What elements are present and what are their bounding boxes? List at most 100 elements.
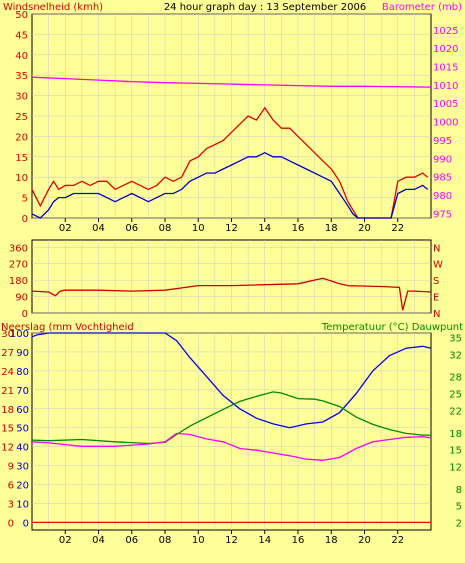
x-tick-label: 22 <box>391 223 404 234</box>
humidity-line <box>31 332 432 429</box>
temperature-tick-label: 15 <box>449 446 462 457</box>
x-tick-label: 14 <box>258 535 271 546</box>
rain-tick-label: 27 <box>1 348 14 359</box>
x-tick-label: 18 <box>325 535 338 546</box>
compass-label: N <box>433 309 440 320</box>
x-tick-label: 20 <box>358 223 371 234</box>
x-tick-label: 06 <box>125 223 138 234</box>
x-tick-label: 04 <box>92 535 105 546</box>
humidity-tick-label: 60 <box>16 405 29 416</box>
temperature-tick-label: 25 <box>449 390 462 401</box>
x-tick-label: 20 <box>358 535 371 546</box>
rain-tick-label: 0 <box>8 518 14 529</box>
wind-direction-line <box>31 277 432 311</box>
compass-label: N <box>433 243 440 254</box>
temperature-tick-label: 35 <box>449 333 462 344</box>
dewpoint-line <box>31 432 432 461</box>
temperature-tick-label: 18 <box>449 429 462 440</box>
wind-barometer-panel: 02 04 06 08 10 12 14 16 18 20 22051015202530354045… <box>15 10 458 234</box>
barometer-tick-label: 975 <box>433 209 452 220</box>
wind-speed-tick-label: 45 <box>15 30 28 41</box>
temperature-tick-label: 2 <box>456 519 462 530</box>
humidity-tick-label: 20 <box>16 481 29 492</box>
wind-speed-tick-label: 50 <box>15 10 28 21</box>
humidity-tick-label: 70 <box>16 386 29 397</box>
temperature-tick-label: 12 <box>449 462 462 473</box>
temperature-tick-label: 8 <box>456 485 462 496</box>
x-tick-label: 06 <box>125 535 138 546</box>
direction-tick-label: 360 <box>9 243 28 254</box>
rain-tick-label: 6 <box>8 481 14 492</box>
temperature-tick-label: 5 <box>456 502 462 513</box>
barometer-line <box>31 76 432 88</box>
x-tick-label: 08 <box>159 535 172 546</box>
x-tick-label: 16 <box>292 535 305 546</box>
rain-humidity-axis-title: Neerslag (mm Vochtigheid <box>1 322 134 333</box>
wind-speed-axis-title: Windsnelheid (kmh) <box>3 2 103 13</box>
x-tick-label: 18 <box>325 223 338 234</box>
direction-tick-label: 270 <box>9 260 28 271</box>
barometer-tick-label: 990 <box>433 154 452 165</box>
temperature-tick-label: 32 <box>449 350 462 361</box>
x-tick-label: 10 <box>192 535 205 546</box>
humidity-tick-label: 100 <box>10 329 29 340</box>
humidity-tick-label: 40 <box>16 443 29 454</box>
barometer-tick-label: 985 <box>433 173 452 184</box>
barometer-tick-label: 1010 <box>433 81 458 92</box>
wind-speed-tick-label: 15 <box>15 153 28 164</box>
x-tick-label: 14 <box>258 223 271 234</box>
direction-tick-label: 90 <box>15 293 28 304</box>
rain-tick-label: 12 <box>1 443 14 454</box>
compass-label: E <box>433 293 439 304</box>
x-tick-label: 04 <box>92 223 105 234</box>
wind-speed-tick-label: 30 <box>15 92 28 103</box>
humidity-tick-label: 0 <box>23 518 29 529</box>
direction-tick-label: 0 <box>22 309 28 320</box>
wind-speed-tick-label: 35 <box>15 71 28 82</box>
barometer-tick-label: 1005 <box>433 99 458 110</box>
barometer-tick-label: 995 <box>433 136 452 147</box>
temperature-dewpoint-axis-title: Temperatuur (°C) Dauwpunt <box>321 322 463 333</box>
x-tick-label: 08 <box>159 223 172 234</box>
rain-tick-label: 18 <box>1 405 14 416</box>
wind-speed-tick-label: 25 <box>15 112 28 123</box>
x-tick-label: 22 <box>391 535 404 546</box>
graph-title: 24 hour graph day : 13 September 2006 <box>164 2 366 13</box>
wind-direction-panel: 0 N 90 E 180 S 270 W 360 N <box>9 239 443 320</box>
compass-label: S <box>433 276 439 287</box>
rain-tick-label: 21 <box>1 386 14 397</box>
barometer-tick-label: 1000 <box>433 118 458 129</box>
rain-tick-label: 24 <box>1 367 14 378</box>
wind-speed-tick-label: 0 <box>22 214 28 225</box>
barometer-tick-label: 980 <box>433 191 452 202</box>
temperature-tick-label: 22 <box>449 406 462 417</box>
humidity-tick-label: 30 <box>16 462 29 473</box>
x-tick-label: 12 <box>225 535 238 546</box>
barometer-axis-title: Barometer (mb) <box>382 2 462 13</box>
humidity-tick-label: 80 <box>16 367 29 378</box>
wind-speed-tick-label: 10 <box>15 173 28 184</box>
humidity-tick-label: 90 <box>16 348 29 359</box>
wind-speed-tick-label: 5 <box>22 194 28 205</box>
temperature-line <box>31 391 431 445</box>
rain-tick-label: 9 <box>8 462 14 473</box>
wind-avg-line <box>31 151 429 219</box>
x-tick-label: 02 <box>59 535 72 546</box>
temperature-tick-label: 28 <box>449 373 462 384</box>
x-tick-label: 16 <box>292 223 305 234</box>
x-tick-label: 12 <box>225 223 238 234</box>
humidity-tick-label: 10 <box>16 499 29 510</box>
barometer-tick-label: 1020 <box>433 44 458 55</box>
humidity-tick-label: 50 <box>16 424 29 435</box>
wind-speed-tick-label: 20 <box>15 132 28 143</box>
compass-label: W <box>433 260 443 271</box>
barometer-tick-label: 1015 <box>433 63 458 74</box>
direction-tick-label: 180 <box>9 276 28 287</box>
rain-tick-label: 3 <box>8 499 14 510</box>
x-tick-label: 10 <box>192 223 205 234</box>
wind-speed-tick-label: 40 <box>15 51 28 62</box>
rain-tick-label: 15 <box>1 424 14 435</box>
x-tick-label: 02 <box>59 223 72 234</box>
barometer-tick-label: 1025 <box>433 26 458 37</box>
